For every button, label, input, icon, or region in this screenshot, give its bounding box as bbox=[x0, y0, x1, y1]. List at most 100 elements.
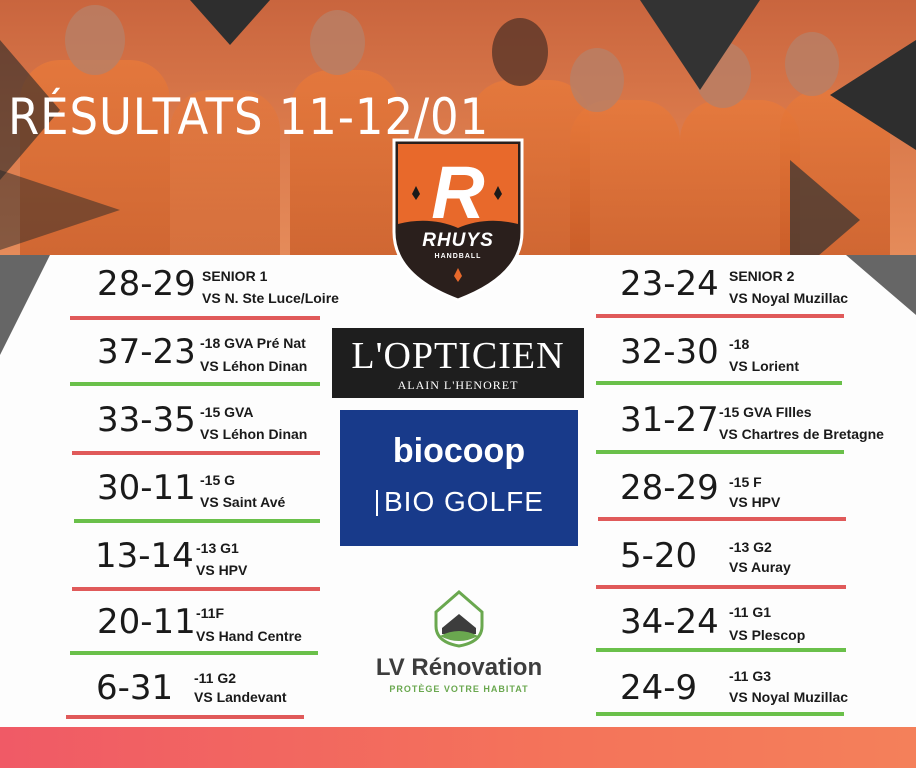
decor-triangle bbox=[0, 170, 120, 250]
sponsor-lv-subtitle: PROTÈGE VOTRE HABITAT bbox=[389, 684, 529, 694]
result-score: 24-9 bbox=[620, 668, 698, 708]
sponsor-biocoop-divider bbox=[376, 490, 378, 516]
result-category: -15 G bbox=[200, 472, 236, 488]
loss-bar bbox=[72, 587, 320, 591]
player-figure bbox=[290, 70, 400, 255]
result-category: -11 G1 bbox=[729, 604, 772, 620]
result-opponent: VS Auray bbox=[729, 559, 791, 575]
result-category: -11F bbox=[196, 605, 225, 621]
result-opponent: VS Plescop bbox=[729, 627, 806, 643]
win-bar bbox=[70, 651, 318, 655]
loss-bar bbox=[596, 314, 844, 318]
footer-band bbox=[0, 727, 916, 768]
result-score: 20-11 bbox=[97, 602, 196, 642]
result-score: 32-30 bbox=[620, 332, 719, 372]
win-bar bbox=[70, 382, 320, 386]
decor-triangle bbox=[830, 40, 916, 150]
loss-bar bbox=[596, 585, 846, 589]
player-figure bbox=[570, 100, 680, 255]
page-title: RÉSULTATS 11-12/01 bbox=[8, 88, 490, 146]
sponsor-opticien-name: L'OPTICIEN bbox=[351, 335, 565, 377]
result-score: 28-29 bbox=[97, 264, 196, 304]
result-row: 28-29 SENIOR 1 VS N. Ste Luce/Loire bbox=[70, 264, 339, 322]
result-category: -15 F bbox=[729, 474, 762, 490]
result-opponent: VS HPV bbox=[196, 562, 248, 578]
decor-triangle bbox=[640, 0, 760, 90]
logo-letter: R bbox=[431, 151, 484, 234]
result-row: 6-31 -11 G2 VS Landevant bbox=[66, 668, 326, 726]
result-row: 5-20 -13 G2 VS Auray bbox=[596, 536, 906, 594]
result-row: 31-27 -15 GVA FIlles VS Chartres de Bret… bbox=[596, 400, 916, 458]
result-score: 34-24 bbox=[620, 602, 719, 642]
result-opponent: VS N. Ste Luce/Loire bbox=[202, 290, 339, 306]
result-row: 33-35 -15 GVA VS Léhon Dinan bbox=[70, 400, 330, 458]
club-name: RHUYS bbox=[422, 230, 494, 251]
result-opponent: VS Landevant bbox=[194, 689, 287, 705]
sponsor-opticien: L'OPTICIEN ALAIN L'HENORET bbox=[332, 328, 584, 398]
win-bar bbox=[74, 519, 320, 523]
result-row: 30-11 -15 G VS Saint Avé bbox=[70, 468, 330, 526]
player-head bbox=[492, 18, 548, 86]
result-row: 13-14 -13 G1 VS HPV bbox=[70, 536, 330, 594]
player-head bbox=[310, 10, 365, 75]
loss-bar bbox=[70, 316, 320, 320]
result-category: SENIOR 2 bbox=[729, 268, 795, 284]
win-bar bbox=[596, 450, 844, 454]
result-category: -15 GVA FIlles bbox=[719, 404, 812, 420]
result-row: 37-23 -18 GVA Pré Nat VS Léhon Dinan bbox=[70, 332, 330, 390]
sponsor-biocoop: biocoop BIO GOLFE bbox=[340, 410, 578, 546]
result-category: -11 G3 bbox=[729, 668, 772, 684]
result-category: -13 G2 bbox=[729, 539, 772, 555]
player-figure bbox=[170, 90, 280, 255]
result-opponent: VS Léhon Dinan bbox=[200, 426, 308, 442]
result-opponent: VS HPV bbox=[729, 494, 781, 510]
loss-bar bbox=[72, 451, 320, 455]
team-photo-banner: RÉSULTATS 11-12/01 bbox=[0, 0, 916, 255]
result-score: 6-31 bbox=[96, 668, 174, 708]
result-opponent: VS Noyal Muzillac bbox=[729, 689, 849, 705]
win-bar bbox=[596, 648, 846, 652]
result-row: 34-24 -11 G1 VS Plescop bbox=[596, 602, 906, 660]
result-score: 33-35 bbox=[97, 400, 196, 440]
win-bar bbox=[596, 712, 844, 716]
result-category: -18 bbox=[729, 336, 750, 352]
result-score: 31-27 bbox=[620, 400, 719, 440]
decor-triangle bbox=[0, 40, 60, 180]
result-score: 30-11 bbox=[97, 468, 196, 508]
result-opponent: VS Noyal Muzillac bbox=[729, 290, 849, 306]
sponsor-biocoop-subtitle: BIO GOLFE bbox=[384, 486, 544, 517]
loss-bar bbox=[598, 517, 846, 521]
result-opponent: VS Chartres de Bretagne bbox=[719, 426, 884, 442]
result-row: 32-30 -18 VS Lorient bbox=[596, 332, 906, 390]
result-row: 24-9 -11 G3 VS Noyal Muzillac bbox=[596, 668, 906, 726]
decor-triangle bbox=[790, 160, 860, 255]
decor-triangle bbox=[846, 255, 916, 315]
result-score: 37-23 bbox=[97, 332, 196, 372]
result-score: 28-29 bbox=[620, 468, 719, 508]
result-category: SENIOR 1 bbox=[202, 268, 268, 284]
result-category: -15 GVA bbox=[200, 404, 254, 420]
result-score: 5-20 bbox=[620, 536, 698, 576]
result-score: 13-14 bbox=[95, 536, 194, 576]
result-category: -18 GVA Pré Nat bbox=[200, 335, 306, 351]
club-logo-shield: R bbox=[392, 138, 524, 302]
result-score: 23-24 bbox=[620, 264, 719, 304]
result-opponent: VS Léhon Dinan bbox=[200, 358, 308, 374]
result-opponent: VS Lorient bbox=[729, 358, 800, 374]
player-head bbox=[570, 48, 624, 112]
result-row: 23-24 SENIOR 2 VS Noyal Muzillac bbox=[596, 264, 906, 322]
result-row: 20-11 -11F VS Hand Centre bbox=[70, 602, 330, 660]
ermine-icon bbox=[412, 186, 502, 282]
result-category: -13 G1 bbox=[196, 540, 239, 556]
house-leaf-icon bbox=[434, 590, 484, 648]
loss-bar bbox=[66, 715, 304, 719]
win-bar bbox=[596, 381, 842, 385]
result-opponent: VS Saint Avé bbox=[200, 494, 286, 510]
result-category: -11 G2 bbox=[194, 670, 237, 686]
result-row: 28-29 -15 F VS HPV bbox=[596, 468, 906, 526]
player-head bbox=[65, 5, 125, 75]
result-opponent: VS Hand Centre bbox=[196, 628, 302, 644]
sponsor-lv-name: LV Rénovation bbox=[375, 654, 543, 681]
decor-triangle bbox=[0, 255, 50, 355]
